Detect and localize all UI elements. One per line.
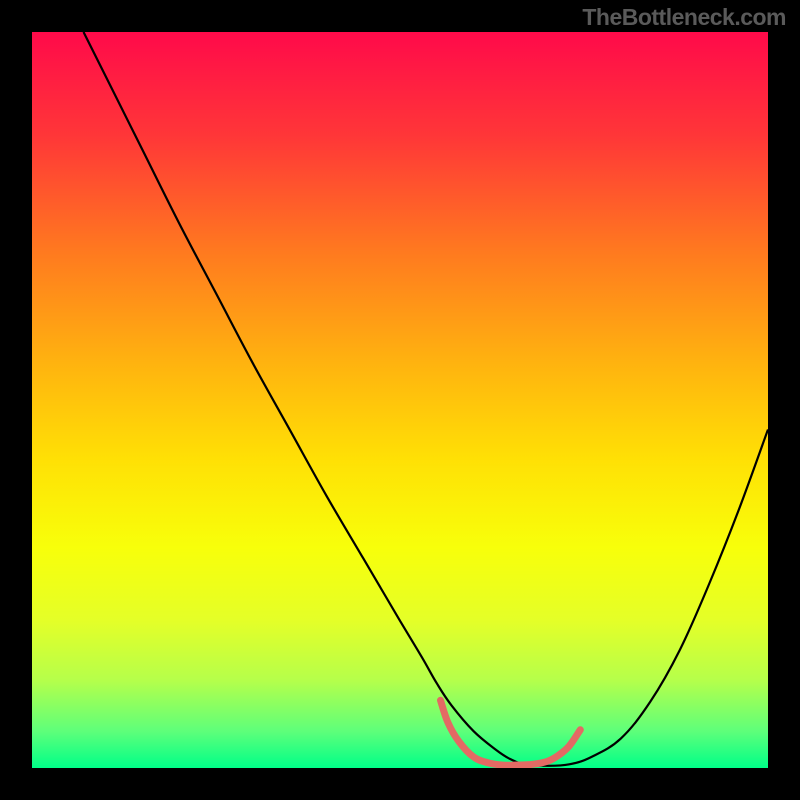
watermark-text: TheBottleneck.com (582, 4, 786, 31)
chart-container: TheBottleneck.com (0, 0, 800, 800)
plot-svg (32, 32, 768, 768)
plot-area (32, 32, 768, 768)
gradient-background (32, 32, 768, 768)
